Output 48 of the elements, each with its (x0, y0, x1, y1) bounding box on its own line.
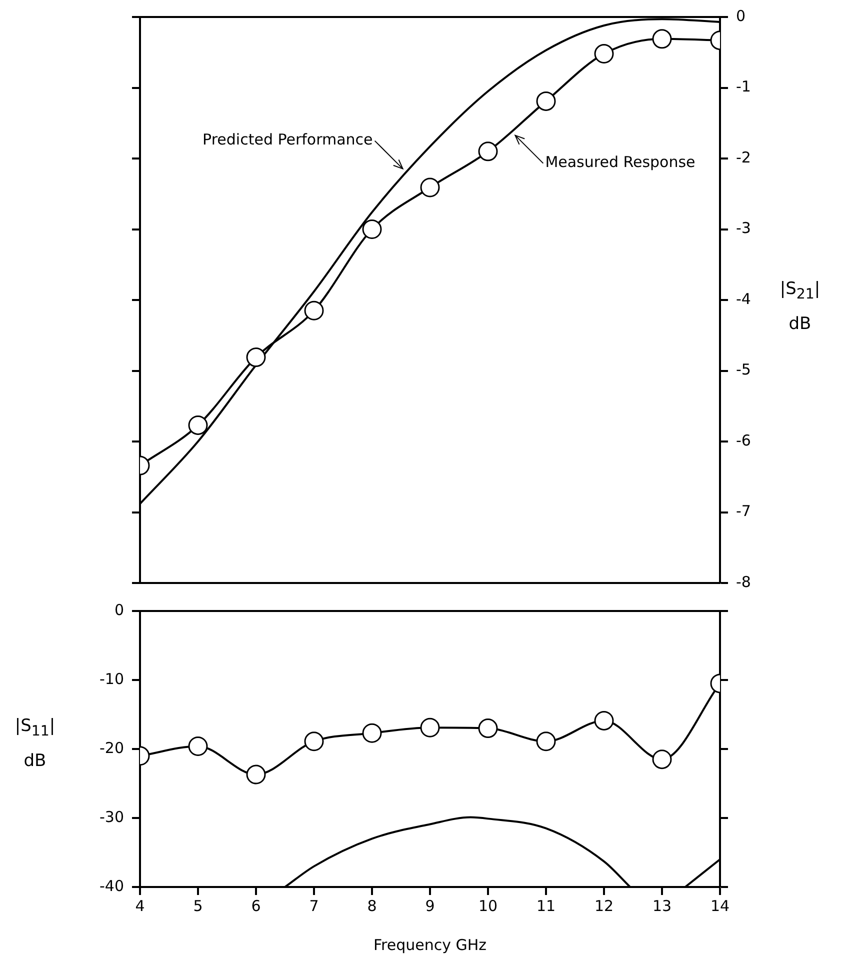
x-tick-label: 6 (251, 896, 261, 915)
x-tick-label: 8 (367, 896, 377, 915)
x-tick-label: 12 (594, 896, 614, 915)
y-tick-label: -20 (100, 738, 124, 757)
y2-axis-title: |S$_{21}$| dB (778, 278, 822, 336)
y-tick-label: -10 (100, 670, 124, 688)
point (362, 723, 382, 743)
y2-tick-label: -3 (736, 219, 751, 238)
point (188, 415, 208, 435)
point (536, 732, 556, 752)
point (246, 348, 266, 368)
point (304, 732, 324, 752)
point (188, 736, 208, 756)
y2-tick-label: -2 (736, 148, 751, 166)
y2-tick-label: -1 (736, 78, 751, 96)
y-tick-label: 0 (114, 600, 124, 619)
point (420, 718, 440, 738)
y2-tick-label: -8 (736, 572, 751, 591)
y2-tick-label: -5 (736, 360, 751, 379)
text: Predicted Performance (202, 130, 373, 149)
point (246, 764, 266, 784)
y2-tick-label: -6 (736, 431, 751, 450)
x-tick-label: 5 (193, 896, 203, 915)
x-tick-label: 11 (536, 896, 556, 915)
point (594, 44, 614, 64)
point (420, 178, 440, 198)
y2-tick-label: -7 (736, 502, 751, 520)
point (478, 718, 498, 738)
point (652, 750, 672, 770)
point (478, 142, 498, 162)
point (536, 91, 556, 111)
x-axis-title: Frequency GHz (373, 936, 487, 954)
y-tick-label: -30 (100, 808, 124, 826)
point (304, 300, 324, 320)
point (362, 220, 382, 239)
x-tick-label: 7 (309, 896, 319, 915)
point (652, 29, 672, 49)
x-tick-label: 10 (478, 896, 498, 915)
x-tick-label: 4 (135, 896, 145, 915)
y-axis-title: |S$_{11}$| dB (14, 714, 56, 773)
x-tick-label: 9 (425, 896, 435, 915)
y2-tick-label: 0 (736, 6, 746, 25)
x-tick-label: 14 (710, 896, 730, 915)
y2-tick-label: -4 (736, 290, 751, 308)
text: Measured Response (545, 153, 696, 172)
point (594, 710, 614, 730)
x-tick-label: 13 (652, 896, 672, 915)
y-tick-label: -40 (100, 876, 124, 895)
